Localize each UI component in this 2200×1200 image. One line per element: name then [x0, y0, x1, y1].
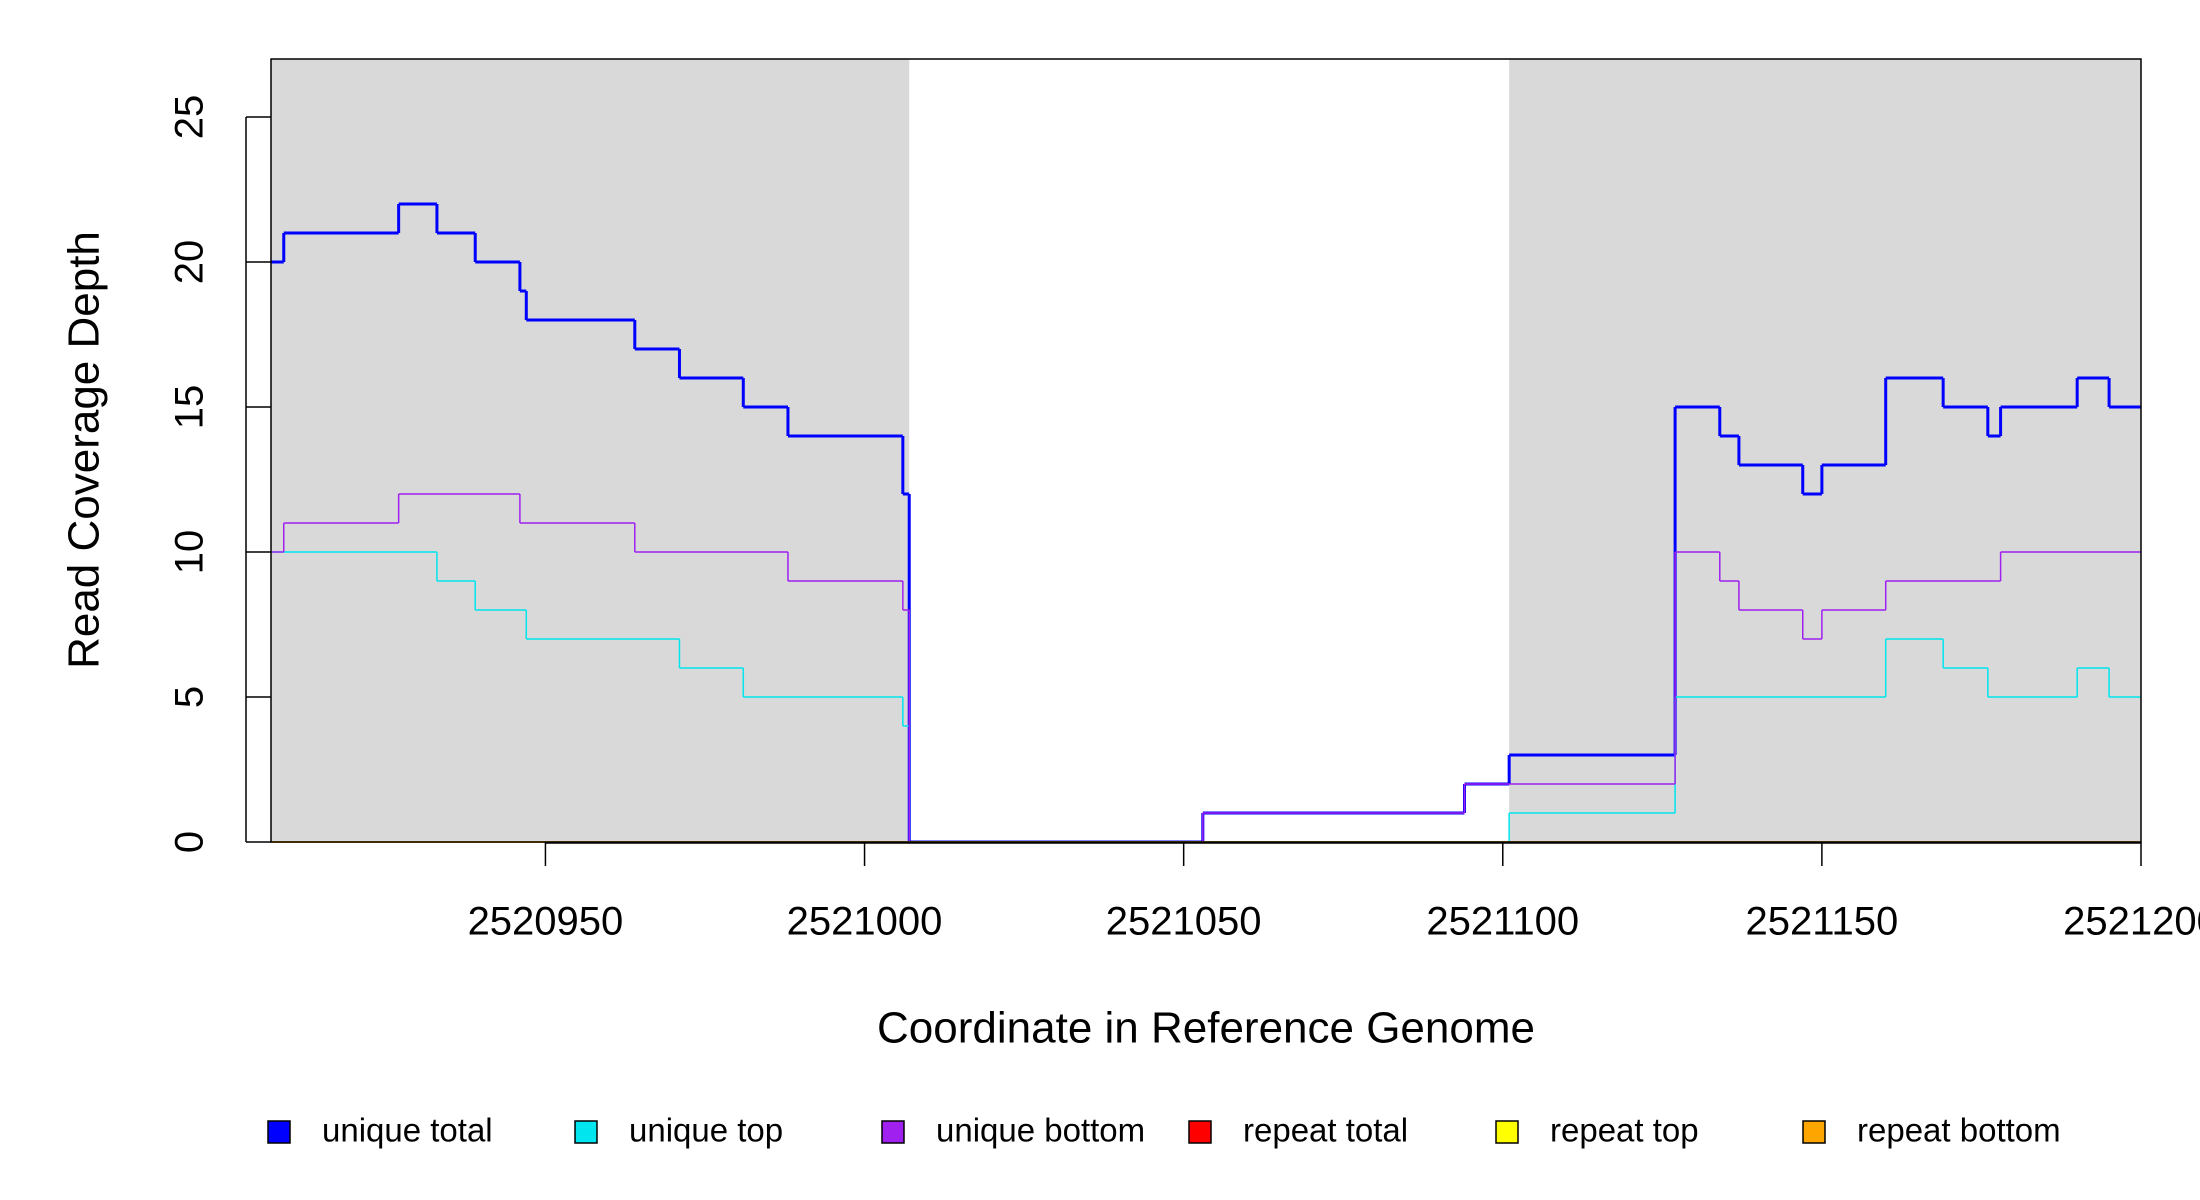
legend-swatch — [574, 1120, 598, 1144]
y-tick-label: 10 — [168, 530, 212, 575]
x-tick-label: 2521150 — [1746, 900, 1899, 944]
x-axis-title: Coordinate in Reference Genome — [877, 1004, 1535, 1053]
y-tick-label: 5 — [168, 686, 212, 708]
legend-label: repeat bottom — [1857, 1112, 2061, 1149]
y-axis-title: Read Coverage Depth — [60, 231, 109, 669]
legend-label: repeat total — [1243, 1112, 1408, 1149]
legend-label: repeat top — [1550, 1112, 1699, 1149]
legend-label: unique bottom — [936, 1112, 1145, 1149]
y-tick-label: 0 — [168, 831, 212, 853]
y-tick-label: 20 — [168, 240, 212, 285]
legend-swatch — [881, 1120, 905, 1144]
legend-swatch — [1495, 1120, 1519, 1144]
x-tick-label: 2521050 — [1106, 900, 1262, 944]
x-tick-label: 2520950 — [468, 900, 624, 944]
plot-frame — [270, 58, 2142, 843]
legend-swatch — [267, 1120, 291, 1144]
x-tick-label: 2521000 — [787, 900, 943, 944]
shaded-region — [271, 59, 910, 842]
legend-label: unique top — [629, 1112, 783, 1149]
x-tick-label: 2521100 — [1426, 900, 1579, 944]
legend-swatch — [1802, 1120, 1826, 1144]
y-tick-label: 25 — [168, 95, 212, 140]
y-tick-label: 15 — [168, 385, 212, 430]
legend-label: unique total — [322, 1112, 493, 1149]
legend-swatch — [1188, 1120, 1212, 1144]
x-tick-label: 2521200 — [2063, 900, 2200, 944]
shaded-region — [1509, 59, 2141, 842]
